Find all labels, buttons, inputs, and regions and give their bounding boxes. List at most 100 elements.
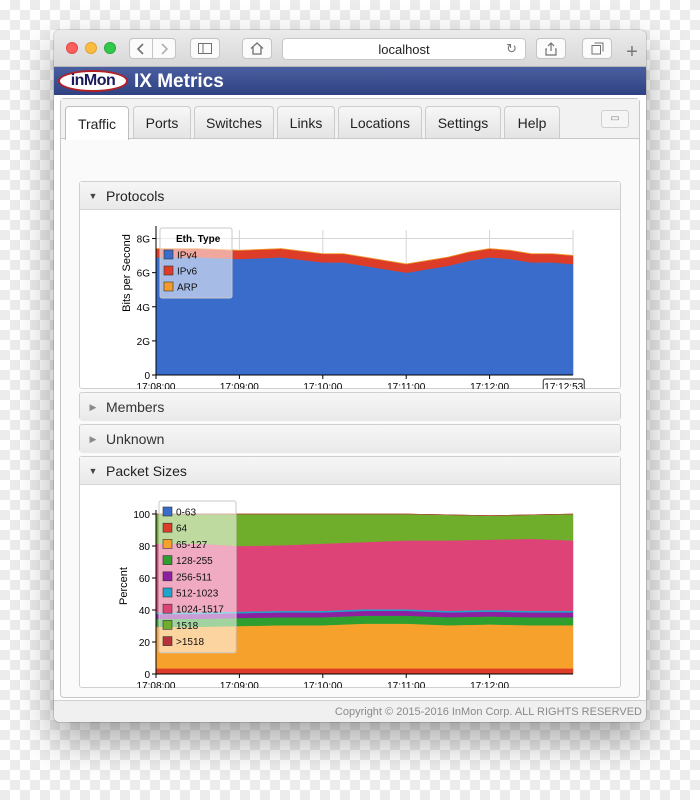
forward-button[interactable] [152, 38, 176, 59]
packet-sizes-x-tick-label: 17:08:00 [137, 681, 176, 688]
protocols-area-arp [155, 248, 574, 265]
protocols-y-tick-label: 6G [137, 269, 151, 280]
packet-sizes-legend-swatch [162, 587, 173, 598]
protocols-x-tick-label: 17:11:00 [387, 382, 426, 389]
tab-help[interactable]: Help [504, 106, 560, 138]
sidebar-button[interactable] [190, 38, 220, 59]
protocols-legend-label: IPv6 [177, 267, 197, 278]
packet-sizes-legend-box [158, 500, 237, 654]
members-panel-header[interactable]: ▶ Members [80, 393, 620, 421]
packet-sizes-y-tick-label: 60 [139, 574, 151, 585]
unknown-panel: ▶ Unknown [79, 424, 621, 453]
protocols-chart: Bits per Second 0 2G 4G 6G 8G 17:08:00 17:09:0… [121, 226, 585, 389]
packet-sizes-area-1518 [156, 513, 574, 516]
packet-sizes-legend-swatch [162, 539, 173, 549]
packet-sizes-legend-label: 0-63 [176, 508, 196, 519]
browser-window: localhost ↻ + inMon IX Metrics Traffic P… [54, 30, 646, 722]
share-button[interactable] [536, 38, 566, 59]
forward-icon [161, 42, 169, 55]
packet-sizes-legend-label: 1024-1517 [176, 605, 224, 616]
protocols-y-tick-label: 4G [137, 303, 151, 314]
tabs-icon [591, 42, 603, 55]
protocols-panel: ▼ Protocols Bits per Second 0 2G 4G 6G 8G 17:… [79, 181, 621, 389]
protocols-y-tick-label: 0 [144, 371, 150, 382]
packet-sizes-y-tick-label: 100 [133, 510, 150, 521]
inmon-logo: inMon [58, 70, 128, 92]
members-panel-title: Members [106, 399, 165, 415]
tab-bar: Traffic Ports Switches Links Locations S… [61, 99, 639, 140]
tab-settings[interactable]: Settings [425, 106, 501, 138]
packet-sizes-chart: Percent 0 20 40 60 80 100 17:08:00 17:09:00 17:1… [118, 500, 574, 688]
protocols-cursor-label: 17:12:53 [544, 382, 583, 389]
tab-locations[interactable]: Locations [338, 106, 422, 138]
main-content: Traffic Ports Switches Links Locations S… [60, 98, 640, 698]
close-window-button[interactable] [66, 42, 78, 54]
app-header: inMon IX Metrics [54, 67, 646, 95]
packet-sizes-legend-label: 512-1023 [176, 589, 219, 600]
home-button[interactable] [242, 38, 272, 59]
packet-sizes-y-axis-label: Percent [118, 567, 130, 605]
tab-traffic[interactable]: Traffic [65, 106, 129, 140]
protocols-x-tick-label: 17:12:00 [470, 382, 509, 389]
packet-sizes-x-tick-label: 17:10:00 [303, 681, 342, 688]
caret-right-icon: ▶ [89, 401, 97, 412]
packet-sizes-legend-label: 65-127 [176, 540, 208, 551]
packet-sizes-panel: ▼ Packet Sizes Percent 0 20 40 60 80 100 17:08… [79, 456, 621, 688]
packet-sizes-legend-swatch [162, 506, 173, 517]
back-icon [136, 42, 144, 55]
tab-ports[interactable]: Ports [133, 106, 191, 138]
packet-sizes-y-tick-label: 40 [139, 606, 151, 617]
caret-down-icon: ▼ [88, 190, 98, 201]
protocols-legend-label: ARP [177, 283, 198, 294]
new-tab-icon[interactable]: + [626, 41, 638, 63]
zoom-window-button[interactable] [104, 42, 116, 54]
protocols-panel-header[interactable]: ▼ Protocols [80, 182, 620, 210]
protocols-legend-title: Eth. Type [176, 234, 221, 245]
protocols-y-tick-label: 8G [137, 235, 151, 246]
packet-sizes-panel-header[interactable]: ▼ Packet Sizes [80, 457, 620, 485]
back-button[interactable] [129, 38, 153, 59]
unknown-panel-header[interactable]: ▶ Unknown [80, 425, 620, 453]
minimize-window-button[interactable] [85, 42, 97, 54]
restore-icon[interactable]: ▭ [601, 110, 629, 128]
protocols-x-tick-label: 17:08:00 [137, 382, 176, 389]
protocols-y-axis-label: Bits per Second [121, 234, 133, 312]
packet-sizes-legend-label: 1518 [176, 621, 199, 632]
protocols-legend-label: IPv4 [177, 251, 197, 262]
packet-sizes-legend-label: 256-511 [176, 572, 212, 583]
unknown-panel-title: Unknown [106, 431, 165, 447]
packet-sizes-y-tick-label: 20 [139, 638, 151, 649]
tab-switches[interactable]: Switches [194, 106, 274, 138]
packet-sizes-legend-swatch [162, 522, 173, 533]
protocols-cursor-box [542, 378, 585, 389]
tabs-overview-button[interactable] [582, 38, 612, 59]
packet-sizes-legend-swatch [162, 620, 173, 630]
packet-sizes-legend-swatch [162, 555, 173, 565]
browser-toolbar: localhost ↻ + [54, 30, 646, 67]
reload-icon[interactable]: ↻ [506, 41, 517, 56]
packet-sizes-legend-label: 64 [176, 524, 188, 535]
protocols-legend-swatch [163, 249, 174, 260]
protocols-legend-swatch [163, 265, 174, 276]
address-bar[interactable]: localhost ↻ [282, 38, 526, 60]
packet-sizes-x-tick-label: 17:12:00 [470, 681, 509, 688]
packet-sizes-legend-swatch [162, 571, 173, 582]
packet-sizes-y-tick-label: 80 [139, 542, 151, 553]
caret-down-icon: ▼ [88, 465, 98, 476]
sidebar-icon [198, 43, 212, 54]
tab-links[interactable]: Links [277, 106, 335, 138]
protocols-panel-title: Protocols [106, 187, 165, 204]
app-title: IX Metrics [134, 71, 224, 92]
protocols-x-tick-label: 17:09:00 [220, 382, 259, 389]
caret-right-icon: ▶ [89, 433, 97, 444]
packet-sizes-legend-label: >1518 [176, 637, 205, 648]
packet-sizes-x-tick-label: 17:09:00 [220, 681, 259, 688]
address-text: localhost [378, 41, 430, 57]
copyright-footer: Copyright © 2015-2016 InMon Corp. ALL RI… [54, 700, 646, 722]
packet-sizes-legend-swatch [162, 636, 173, 646]
packet-sizes-legend-label: 128-255 [176, 556, 213, 567]
packet-sizes-y-tick-label: 0 [144, 670, 150, 681]
packet-sizes-area-64 [155, 668, 574, 674]
protocols-x-tick-label: 17:10:00 [303, 382, 342, 389]
packet-sizes-legend-swatch [162, 603, 173, 614]
